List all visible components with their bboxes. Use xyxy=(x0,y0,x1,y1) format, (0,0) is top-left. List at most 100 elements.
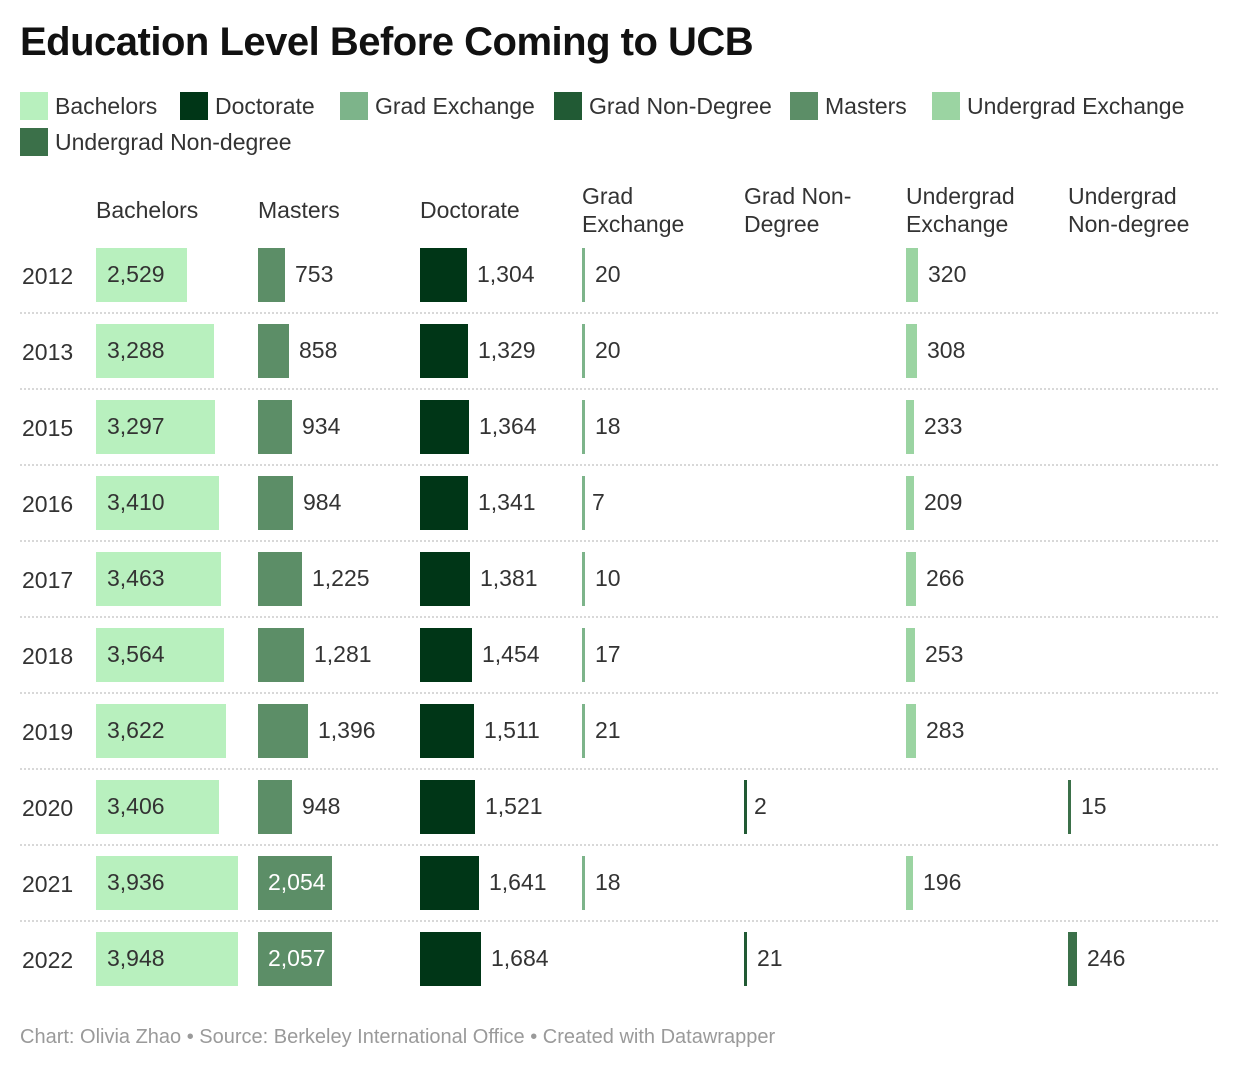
data-label: 3,297 xyxy=(107,413,165,439)
bar xyxy=(96,324,214,378)
data-label: 17 xyxy=(595,641,621,667)
row-year-label: 2020 xyxy=(22,795,74,821)
data-label: 3,406 xyxy=(107,793,165,819)
data-label: 283 xyxy=(926,717,965,743)
bar xyxy=(906,400,914,454)
legend-swatch xyxy=(340,92,368,120)
data-label: 253 xyxy=(925,641,964,667)
data-label: 3,622 xyxy=(107,717,165,743)
data-label: 209 xyxy=(924,489,963,515)
column-header: Doctorate xyxy=(420,197,520,223)
bar xyxy=(420,400,469,454)
data-label: 2,529 xyxy=(107,261,165,287)
bar xyxy=(906,476,914,530)
bar xyxy=(258,248,285,302)
bar xyxy=(582,248,585,302)
data-label: 1,521 xyxy=(485,793,543,819)
bar xyxy=(96,932,238,986)
data-label: 2,054 xyxy=(268,869,326,895)
data-label: 984 xyxy=(303,489,342,515)
bar xyxy=(96,856,238,910)
bar xyxy=(96,248,187,302)
data-label: 21 xyxy=(595,717,621,743)
data-label: 3,948 xyxy=(107,945,165,971)
data-label: 1,511 xyxy=(484,717,540,743)
row-year-label: 2015 xyxy=(22,415,74,441)
legend-swatch xyxy=(20,92,48,120)
bar xyxy=(582,856,585,910)
data-label: 21 xyxy=(757,945,783,971)
bar xyxy=(258,400,292,454)
bar xyxy=(96,628,224,682)
bar xyxy=(420,628,472,682)
row-year-label: 2017 xyxy=(22,567,74,593)
data-label: 3,564 xyxy=(107,641,165,667)
data-label: 320 xyxy=(928,261,967,287)
legend-label: Undergrad Exchange xyxy=(967,92,1185,119)
legend-label: Grad Exchange xyxy=(375,92,535,119)
row-divider xyxy=(20,844,1218,846)
bar xyxy=(582,476,585,530)
bar xyxy=(582,400,585,454)
data-label: 3,288 xyxy=(107,337,165,363)
data-label: 266 xyxy=(926,565,965,591)
bar xyxy=(96,780,219,834)
legend-item: Undergrad Exchange xyxy=(932,91,1184,121)
row-divider xyxy=(20,616,1218,618)
bar xyxy=(258,704,308,758)
bar xyxy=(420,324,468,378)
bar xyxy=(906,856,913,910)
bar xyxy=(582,628,585,682)
data-label: 948 xyxy=(302,793,341,819)
legend-label: Masters xyxy=(825,92,907,119)
bar xyxy=(420,248,467,302)
data-label: 1,364 xyxy=(479,413,537,439)
bar xyxy=(420,932,481,986)
data-label: 1,454 xyxy=(482,641,540,667)
bar xyxy=(582,704,585,758)
data-label: 1,341 xyxy=(478,489,536,515)
data-label: 3,936 xyxy=(107,869,165,895)
legend-item: Grad Non-Degree xyxy=(554,91,772,121)
legend-label: Undergrad Non-degree xyxy=(55,128,292,155)
data-label: 15 xyxy=(1081,793,1107,819)
data-label: 858 xyxy=(299,337,338,363)
data-label: 3,410 xyxy=(107,489,165,515)
data-label: 196 xyxy=(923,869,962,895)
bar xyxy=(744,780,747,834)
row-divider xyxy=(20,768,1218,770)
data-label: 753 xyxy=(295,261,334,287)
bar xyxy=(96,400,215,454)
column-header: Grad Exchange xyxy=(582,183,685,237)
bar xyxy=(582,324,585,378)
data-label: 233 xyxy=(924,413,963,439)
legend-item: Undergrad Non-degree xyxy=(20,127,292,157)
column-header: Bachelors xyxy=(96,197,199,223)
legend-swatch xyxy=(554,92,582,120)
row-year-label: 2022 xyxy=(22,947,74,973)
data-label: 308 xyxy=(927,337,966,363)
data-label: 1,684 xyxy=(491,945,549,971)
data-label: 1,396 xyxy=(318,717,376,743)
data-label: 18 xyxy=(595,413,621,439)
chart-footer: Chart: Olivia Zhao • Source: Berkeley In… xyxy=(20,1026,776,1048)
data-label: 20 xyxy=(595,261,621,287)
bar xyxy=(258,324,289,378)
bar xyxy=(258,856,332,910)
row-divider xyxy=(20,920,1218,922)
data-label: 1,304 xyxy=(477,261,535,287)
legend-label: Doctorate xyxy=(215,92,315,119)
legend-item: Bachelors xyxy=(20,91,157,121)
data-label: 7 xyxy=(592,489,605,515)
column-header: Undergrad Exchange xyxy=(906,183,1015,237)
data-label: 1,225 xyxy=(312,565,370,591)
bar xyxy=(420,476,468,530)
row-divider xyxy=(20,464,1218,466)
legend-swatch xyxy=(20,128,48,156)
bar xyxy=(906,704,916,758)
data-label: 1,329 xyxy=(478,337,536,363)
data-label: 1,641 xyxy=(489,869,547,895)
bar xyxy=(420,856,479,910)
data-label: 10 xyxy=(595,565,621,591)
bar xyxy=(906,628,915,682)
